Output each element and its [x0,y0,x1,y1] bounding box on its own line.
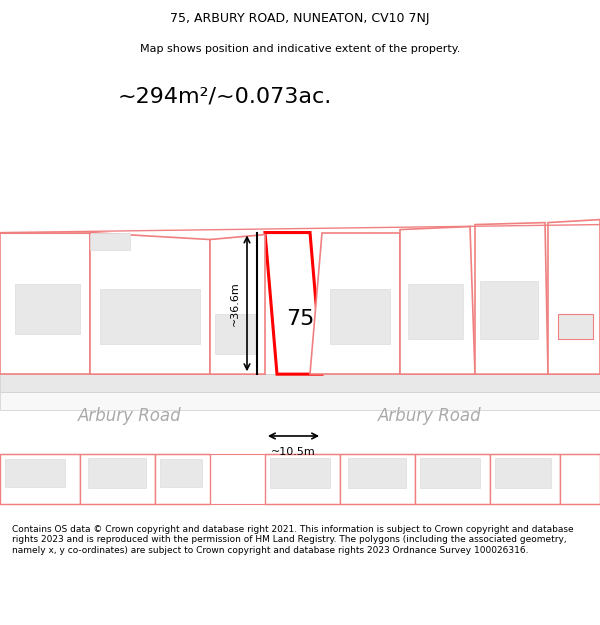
Text: ~36.6m: ~36.6m [230,281,240,326]
Bar [558,314,593,339]
Polygon shape [265,454,340,504]
Bar [420,458,480,488]
Bar [270,458,330,488]
Polygon shape [265,232,322,374]
Polygon shape [490,454,560,504]
Polygon shape [90,232,210,374]
Text: 75: 75 [286,309,314,329]
Polygon shape [415,454,490,504]
Polygon shape [475,222,548,374]
Bar [0,392,600,410]
Polygon shape [400,227,475,374]
Polygon shape [548,219,600,374]
Text: ~10.5m: ~10.5m [271,447,316,457]
Bar [215,314,257,354]
Polygon shape [210,234,265,374]
Polygon shape [80,454,155,504]
Text: Map shows position and indicative extent of the property.: Map shows position and indicative extent… [140,44,460,54]
Bar [0,374,600,392]
Polygon shape [90,232,130,249]
Bar [5,459,65,487]
Bar [160,459,202,487]
Polygon shape [155,454,210,504]
Bar [100,289,200,344]
Bar [330,289,390,344]
Bar [15,284,80,334]
Text: 75, ARBURY ROAD, NUNEATON, CV10 7NJ: 75, ARBURY ROAD, NUNEATON, CV10 7NJ [170,12,430,25]
Text: ~294m²/~0.073ac.: ~294m²/~0.073ac. [118,87,332,107]
Bar [348,458,406,488]
Bar [480,281,538,339]
Polygon shape [0,454,80,504]
Polygon shape [560,454,600,504]
Text: Arbury Road: Arbury Road [78,407,182,425]
Bar [88,458,146,488]
Polygon shape [340,454,415,504]
Text: Arbury Road: Arbury Road [378,407,482,425]
Polygon shape [0,232,90,374]
Bar [408,284,463,339]
Bar [495,458,551,488]
Text: Contains OS data © Crown copyright and database right 2021. This information is : Contains OS data © Crown copyright and d… [12,525,574,555]
Polygon shape [310,232,400,374]
